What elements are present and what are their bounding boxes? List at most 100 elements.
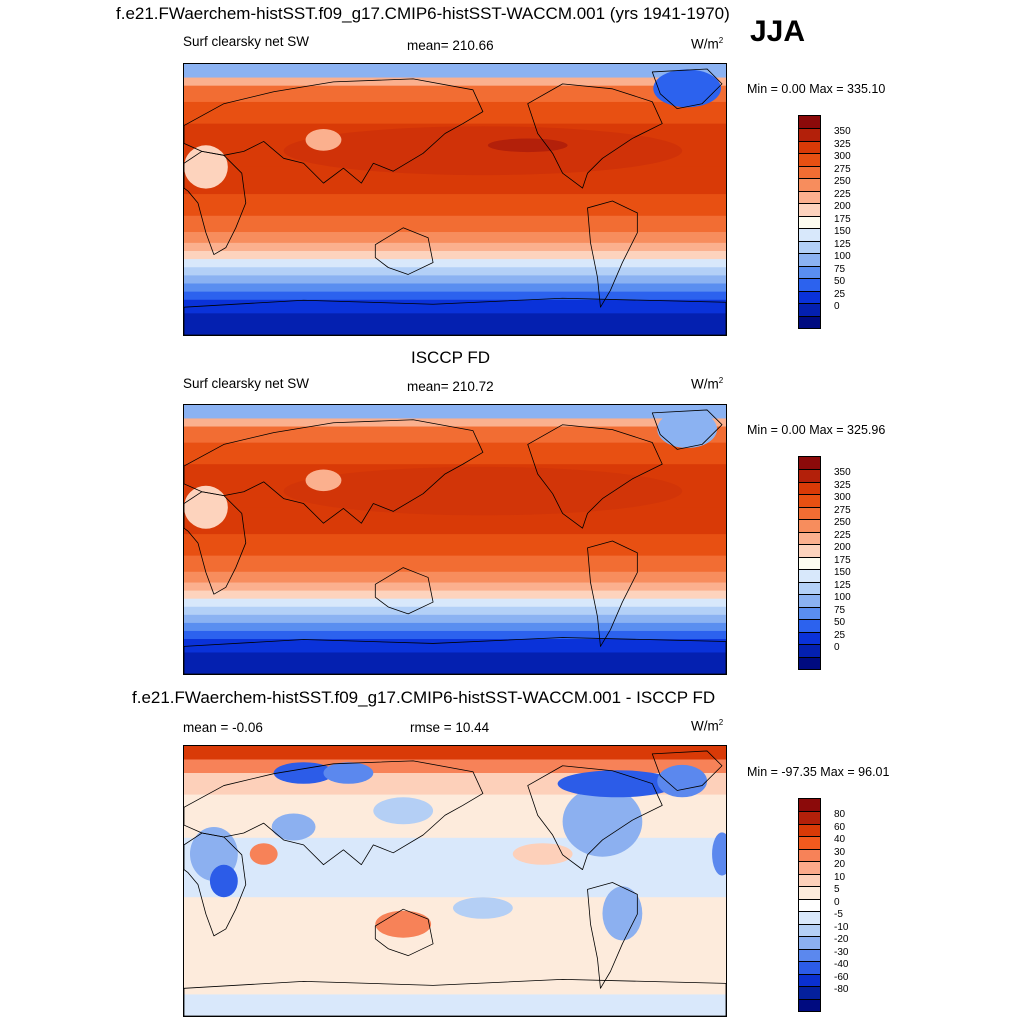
panel2-variable-label: Surf clearsky net SW [183,376,310,391]
colorbar-swatch [799,128,820,141]
colorbar-tick-label: 350 [834,126,851,138]
colorbar-tick-label: 300 [834,151,851,163]
units-superscript: 2 [718,36,724,45]
colorbar-tick-label: 75 [834,263,846,275]
units-text: W/m [691,376,719,392]
colorbar-swatch [799,836,820,849]
colorbar-tick-label: 325 [834,138,851,150]
colorbar-swatch [799,799,820,812]
colorbar-tick-label: -20 [834,934,849,946]
colorbar-tick-label: 200 [834,542,851,554]
panel3-map [183,745,727,1017]
panel2-map-svg [184,405,726,674]
colorbar-tick-label: 200 [834,201,851,213]
continent-greenland-outline [651,68,723,110]
colorbar-swatch [799,973,820,987]
panel1-minmax: Min = 0.00 Max = 335.10 [747,82,886,96]
colorbar-tick-label: -80 [834,984,849,996]
colorbar-swatch [799,873,820,887]
colorbar-tick-label: -60 [834,971,849,983]
colorbar-tick-label: 225 [834,529,851,541]
panel3-minmax: Min = -97.35 Max = 96.01 [747,765,890,779]
panel2-colorbar [798,456,821,670]
panel3-mean: mean = -0.06 [183,720,263,735]
panel1-map-svg [184,64,726,335]
colorbar-tick-label: 5 [834,884,840,896]
panel2-units: W/m2 [691,377,723,391]
colorbar-tick-label: -30 [834,946,849,958]
colorbar-tick-label: 250 [834,176,851,188]
units-superscript: 2 [718,718,724,727]
colorbar-swatch [799,228,820,241]
continent-south-america-outline [587,882,638,989]
colorbar-tick-label: 60 [834,821,846,833]
colorbar-swatch [799,911,820,924]
panel3-colorbar [798,798,821,1012]
colorbar-swatch [799,303,820,316]
colorbar-swatch [799,581,820,595]
colorbar-swatch [799,961,820,974]
units-superscript: 2 [718,376,724,385]
colorbar-tick-label: 25 [834,288,846,300]
continent-south-america-outline [587,540,638,647]
continent-eurasia-outline [184,78,484,184]
units-text: W/m [691,718,719,734]
colorbar-swatch [799,594,820,607]
colorbar-tick-label: 50 [834,276,846,288]
colorbar-swatch [799,457,820,470]
colorbar-swatch [799,153,820,166]
colorbar-swatch [799,265,820,279]
panel3-map-svg [184,746,726,1016]
colorbar-tick-label: 350 [834,467,851,479]
colorbar-swatch [799,469,820,482]
panel1-colorbar [798,115,821,329]
colorbar-swatch [799,240,820,254]
continent-greenland-outline [651,409,723,450]
continent-north-america-outline [527,83,663,189]
colorbar-swatch [799,203,820,216]
colorbar-swatch [799,556,820,570]
colorbar-swatch [799,190,820,204]
continent-eurasia-outline [184,760,484,866]
continent-australia-outline [374,227,434,275]
colorbar-tick-label: 100 [834,251,851,263]
colorbar-swatch [799,140,820,154]
panel1-map [183,63,727,336]
colorbar-tick-label: 125 [834,579,851,591]
colorbar-swatch [799,619,820,632]
continent-north-america-outline [527,765,663,871]
colorbar-swatch [799,861,820,874]
season-label: JJA [750,15,806,48]
colorbar-swatch [799,253,820,266]
units-text: W/m [691,36,719,52]
colorbar-tick-label: 40 [834,834,846,846]
colorbar-swatch [799,178,820,191]
continent-australia-outline [374,567,434,615]
colorbar-swatch [799,898,820,912]
colorbar-swatch [799,656,820,669]
colorbar-swatch [799,215,820,229]
colorbar-tick-label: 325 [834,479,851,491]
colorbar-tick-label: 125 [834,238,851,250]
colorbar-tick-label: 20 [834,859,846,871]
panel2-map [183,404,727,675]
colorbar-tick-label: 150 [834,567,851,579]
colorbar-swatch [799,278,820,291]
colorbar-swatch [799,494,820,507]
colorbar-swatch [799,481,820,495]
colorbar-swatch [799,606,820,620]
colorbar-swatch [799,631,820,645]
colorbar-tick-label: -10 [834,921,849,933]
colorbar-tick-label: 150 [834,226,851,238]
colorbar-tick-label: 10 [834,871,846,883]
panel2-minmax: Min = 0.00 Max = 325.96 [747,423,886,437]
panel2-mean: mean= 210.72 [407,379,494,394]
colorbar-swatch [799,544,820,557]
colorbar-swatch [799,165,820,179]
colorbar-tick-label: -40 [834,959,849,971]
colorbar-tick-label: 25 [834,629,846,641]
colorbar-tick-label: 0 [834,301,840,313]
continent-north-america-outline [527,424,663,529]
colorbar-tick-label: 275 [834,163,851,175]
colorbar-tick-label: 225 [834,188,851,200]
